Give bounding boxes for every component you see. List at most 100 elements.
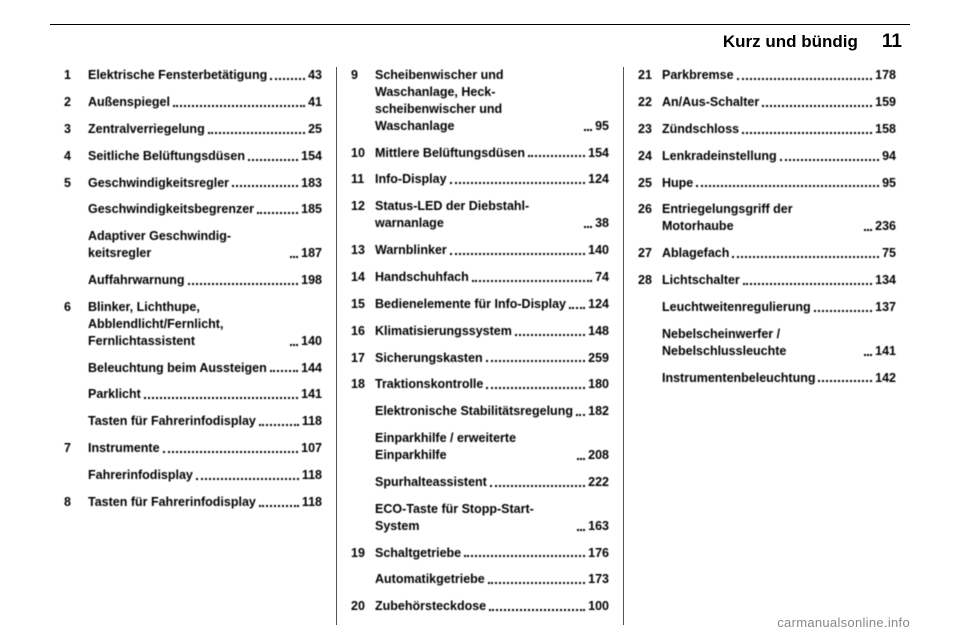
index-entry: 2Außenspiegel 41	[64, 94, 322, 111]
entry-label: Außenspiegel	[88, 94, 170, 111]
entry-number	[64, 228, 88, 262]
leader-dots	[743, 283, 872, 285]
leader-dots	[814, 310, 873, 312]
entry-number: 20	[351, 598, 375, 615]
leader-dots	[270, 370, 298, 372]
entry-label: Ablagefach	[662, 245, 729, 262]
entry-page: 141	[301, 386, 322, 403]
entry-label: Spurhalteassistent	[375, 474, 487, 491]
entry-number: 11	[351, 171, 375, 188]
entry-label: Auffahrwarnung	[88, 272, 185, 289]
entry-number	[64, 413, 88, 430]
entry-label: Scheibenwischer und Waschanlage, Heck­sc…	[375, 67, 581, 135]
entry-label-wrap: Klimatisierungssystem148	[375, 323, 609, 340]
index-entry: Automatikgetriebe173	[351, 571, 609, 588]
entry-label-wrap: Hupe95	[662, 175, 896, 192]
entry-label: Geschwindigkeitsbe­grenzer	[88, 201, 254, 218]
leader-dots	[742, 132, 872, 134]
entry-label-wrap: Mittlere Belüftungsdüsen154	[375, 145, 609, 162]
index-entry: 6Blinker, Lichthupe, Abblendlicht/Fernli…	[64, 299, 322, 350]
entry-page: 178	[875, 67, 896, 84]
leader-dots	[257, 212, 298, 214]
entry-label: Traktionskontrolle	[375, 376, 483, 393]
entry-number	[638, 326, 662, 360]
entry-label-wrap: Außenspiegel 41	[88, 94, 322, 111]
entry-label: Einparkhilfe / erweiterte Einparkhilfe	[375, 430, 574, 464]
index-entry: Parklicht141	[64, 386, 322, 403]
entry-label: ECO-Taste für Stopp-Start-System	[375, 501, 574, 535]
index-entry: 13Warnblinker140	[351, 242, 609, 259]
index-entry: 17Sicherungskasten259	[351, 350, 609, 367]
entry-page: 154	[301, 148, 322, 165]
page-number: 11	[882, 31, 902, 53]
entry-label-wrap: Fahrerinfodisplay118	[88, 467, 322, 484]
entry-page: 148	[588, 323, 609, 340]
entry-page: 183	[301, 175, 322, 192]
leader-dots	[472, 280, 592, 282]
entry-page: 75	[882, 245, 896, 262]
leader-dots	[144, 397, 298, 399]
top-rule	[50, 24, 910, 25]
entry-label: An/Aus-Schalter	[662, 94, 759, 111]
entry-number: 13	[351, 242, 375, 259]
entry-label-wrap: Automatikgetriebe173	[375, 571, 609, 588]
entry-label-wrap: Beleuchtung beim Aussteigen144	[88, 360, 322, 377]
leader-dots	[864, 354, 872, 356]
entry-label-wrap: Scheibenwischer und Waschanlage, Heck­sc…	[375, 67, 609, 135]
entry-number: 4	[64, 148, 88, 165]
entry-label-wrap: Lichtschalter134	[662, 272, 896, 289]
index-entry: 26Entriegelungsgriff der Motorhaube236	[638, 201, 896, 235]
entry-label-wrap: Sicherungskasten259	[375, 350, 609, 367]
leader-dots	[232, 185, 298, 187]
index-column-2: 9Scheibenwischer und Waschanlage, Heck­s…	[337, 67, 624, 625]
leader-dots	[486, 387, 585, 389]
index-entry: 20Zubehörsteckdose100	[351, 598, 609, 615]
entry-number: 8	[64, 494, 88, 511]
entry-page: 41	[308, 94, 322, 111]
entry-number	[64, 272, 88, 289]
entry-page: 176	[588, 545, 609, 562]
index-entry: 9Scheibenwischer und Waschanlage, Heck­s…	[351, 67, 609, 135]
entry-label-wrap: Geschwindigkeitsbe­grenzer185	[88, 201, 322, 218]
leader-dots	[576, 414, 585, 416]
entry-page: 144	[301, 360, 322, 377]
entry-label: Schaltgetriebe	[375, 545, 461, 562]
leader-dots	[584, 129, 592, 131]
entry-label: Fahrerinfodisplay	[88, 467, 193, 484]
index-entry: Tasten für Fahrerinfodisplay118	[64, 413, 322, 430]
entry-label-wrap: Blinker, Lichthupe, Abblendlicht/Fernlic…	[88, 299, 322, 350]
leader-dots	[290, 256, 298, 258]
entry-number	[638, 370, 662, 387]
entry-number: 2	[64, 94, 88, 111]
index-entry: ECO-Taste für Stopp-Start-System163	[351, 501, 609, 535]
entry-number	[351, 571, 375, 588]
index-entry: Adaptiver Geschwindig­keitsregler187	[64, 228, 322, 262]
entry-label: Sicherungskasten	[375, 350, 483, 367]
entry-label: Nebelscheinwerfer / Nebelschlussleuchte	[662, 326, 861, 360]
entry-page: 74	[595, 269, 609, 286]
leader-dots	[864, 229, 872, 231]
entry-number: 24	[638, 148, 662, 165]
leader-dots	[196, 478, 299, 480]
leader-dots	[696, 185, 879, 187]
entry-label-wrap: Warnblinker140	[375, 242, 609, 259]
entry-page: 236	[875, 218, 896, 235]
entry-label: Mittlere Belüftungsdüsen	[375, 145, 525, 162]
entry-number	[64, 386, 88, 403]
leader-dots	[248, 159, 298, 161]
entry-page: 124	[588, 171, 609, 188]
leader-dots	[489, 609, 585, 611]
entry-number: 5	[64, 175, 88, 192]
index-entry: 28Lichtschalter134	[638, 272, 896, 289]
entry-page: 124	[588, 296, 609, 313]
index-entry: Leuchtweitenregulierung137	[638, 299, 896, 316]
entry-label-wrap: Elektrische Fensterbetätigung43	[88, 67, 322, 84]
entry-label-wrap: Bedienelemente für Info-Display124	[375, 296, 609, 313]
entry-label: Info-Display	[375, 171, 447, 188]
leader-dots	[259, 424, 299, 426]
entry-label-wrap: Nebelscheinwerfer / Nebelschlussleuchte1…	[662, 326, 896, 360]
entry-label-wrap: Handschuhfach74	[375, 269, 609, 286]
index-entry: 21Parkbremse178	[638, 67, 896, 84]
index-entry: 27Ablagefach75	[638, 245, 896, 262]
entry-number: 16	[351, 323, 375, 340]
